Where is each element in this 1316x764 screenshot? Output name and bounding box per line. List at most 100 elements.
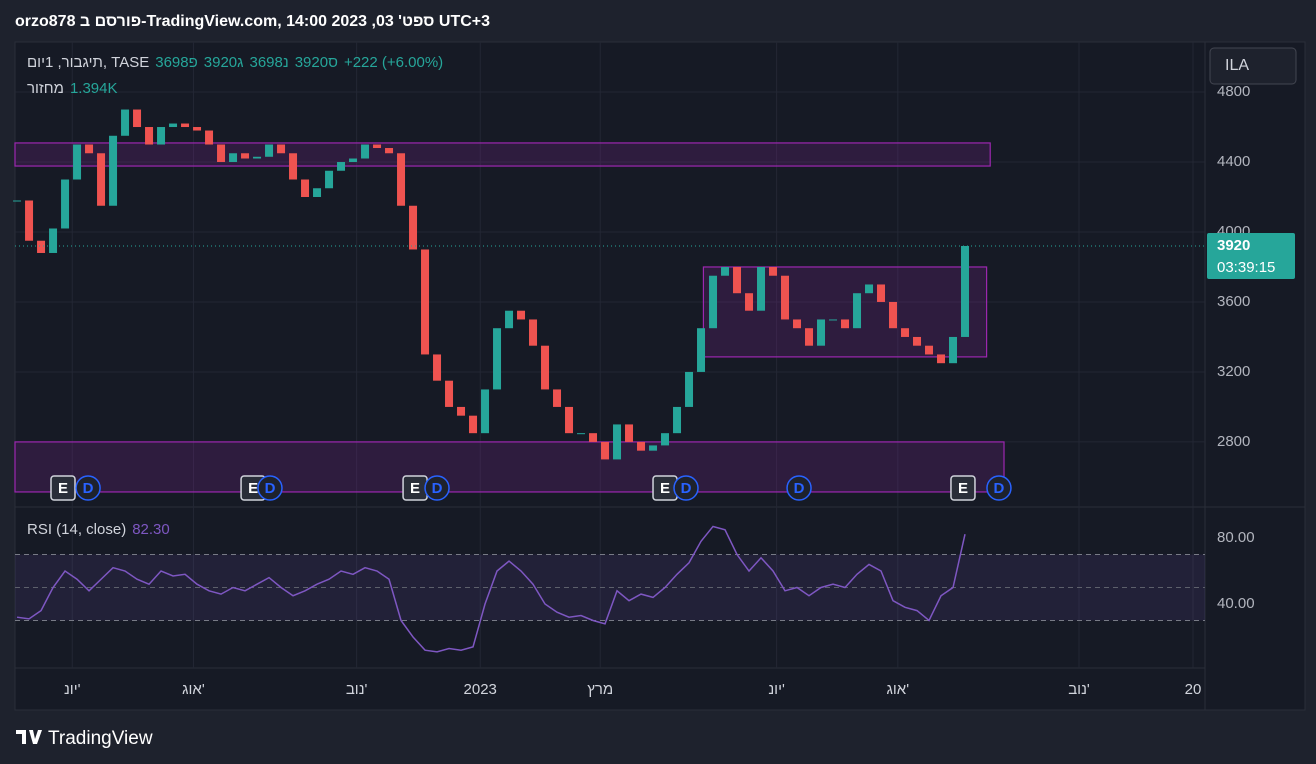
candle <box>949 336 958 364</box>
volume-legend: מחזור 1.394K <box>27 80 117 97</box>
event-label: D <box>83 480 94 497</box>
candle <box>25 200 34 241</box>
candle <box>709 275 718 329</box>
currency[interactable]: ILA <box>1225 57 1249 74</box>
last-price: 3920 <box>1217 237 1250 254</box>
candle <box>157 127 166 145</box>
candle <box>217 144 226 163</box>
event-label: E <box>660 480 670 497</box>
y-tick-label: 3200 <box>1217 363 1250 380</box>
candle <box>937 354 946 364</box>
candle <box>817 319 826 346</box>
candle <box>493 328 502 390</box>
candle <box>253 156 262 159</box>
event-label: D <box>994 480 1005 497</box>
currency-box[interactable] <box>1209 47 1297 85</box>
ohlc-label: ג <box>237 54 244 71</box>
event-icon <box>424 475 450 501</box>
candle <box>277 144 286 154</box>
zone-box <box>14 142 991 167</box>
event-label: D <box>794 480 805 497</box>
x-tick-label: אוג' <box>887 681 910 698</box>
candle <box>145 127 154 145</box>
event-icon <box>257 475 283 501</box>
event-label: D <box>265 480 276 497</box>
y-tick-label: 40.00 <box>1217 595 1255 612</box>
ohlc-item: נ3698 <box>250 54 289 71</box>
rsi-current: 82.30 <box>132 521 170 538</box>
ohlc-label: ס <box>328 54 338 71</box>
event-icon <box>950 475 976 501</box>
candle <box>397 153 406 206</box>
y-tick-label: 4800 <box>1217 83 1250 100</box>
candle <box>181 123 190 128</box>
candle <box>829 319 838 321</box>
rsi-name: RSI (14, close) <box>27 521 127 538</box>
event-icon <box>673 475 699 501</box>
x-tick-label: 2023 <box>464 681 497 698</box>
candle <box>121 109 130 136</box>
candle <box>373 144 382 149</box>
candle <box>433 354 442 381</box>
event-icon <box>75 475 101 501</box>
candle <box>613 424 622 460</box>
candle <box>865 284 874 294</box>
candle <box>541 345 550 390</box>
volume: 1.394K <box>69 80 118 97</box>
ohlc-value: 3698 <box>249 54 283 71</box>
candle <box>265 144 274 157</box>
candle <box>637 441 646 451</box>
candle <box>313 188 322 197</box>
event-label: E <box>958 480 968 497</box>
candle <box>457 406 466 416</box>
ohlc-item: ג3920 <box>204 54 244 71</box>
ohlc-item: ס3920 <box>295 54 338 71</box>
zone-box <box>702 266 988 358</box>
candle <box>841 319 850 329</box>
candle <box>109 135 118 206</box>
rsi-line <box>16 525 966 653</box>
event-label: D <box>432 480 443 497</box>
candle <box>877 284 886 302</box>
candle <box>961 245 970 337</box>
candle <box>325 170 334 189</box>
candle <box>517 310 526 320</box>
candle <box>133 109 142 128</box>
candle <box>13 200 22 202</box>
candle <box>577 433 586 435</box>
change: +222 (+6.00%) <box>343 54 444 71</box>
candle <box>889 301 898 329</box>
candle <box>601 441 610 460</box>
candle <box>37 240 46 253</box>
candle <box>49 228 58 253</box>
x-tick-label: מרץ <box>587 681 613 698</box>
legend: תיגבור, 1יום, TASE פ3698 ג3920 נ3698 ס3920 … <box>27 54 443 71</box>
candle <box>193 127 202 131</box>
x-tick-label: 20 <box>1185 681 1202 698</box>
candle <box>913 336 922 346</box>
candle <box>409 205 418 250</box>
last-price-tag <box>1207 232 1295 279</box>
ohlc-item: פ3698 <box>155 54 198 71</box>
candle <box>757 266 766 311</box>
ohlc: פ3698 ג3920 נ3698 ס3920 <box>155 54 338 71</box>
candle <box>529 319 538 346</box>
candle <box>337 162 346 171</box>
event-icon <box>986 475 1012 501</box>
candle <box>97 153 106 206</box>
rsi-legend: RSI (14, close) 82.30 <box>27 521 170 538</box>
candle <box>361 144 370 159</box>
candle <box>445 380 454 407</box>
candle <box>229 153 238 163</box>
y-tick-label: 3600 <box>1217 293 1250 310</box>
candle <box>853 293 862 329</box>
symbol: תיגבור, 1יום, TASE <box>27 54 150 71</box>
countdown: 03:39:15 <box>1217 259 1275 276</box>
event-icon <box>50 475 76 501</box>
candle <box>745 293 754 311</box>
candle <box>481 389 490 434</box>
candle <box>625 424 634 442</box>
candle <box>733 266 742 294</box>
candle <box>673 406 682 434</box>
